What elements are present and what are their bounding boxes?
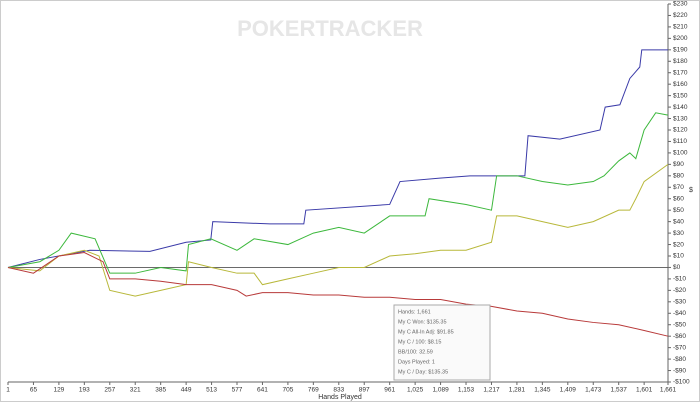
x-tick-label: 705 [282,387,293,394]
y-tick-label: $170 [673,69,688,76]
x-tick-label: 1 [6,387,10,394]
y-tick-label: $10 [673,253,684,260]
x-tick-label: 257 [104,387,115,394]
y-tick-label: $90 [673,161,684,168]
x-tick-label: 1,661 [660,387,677,394]
x-tick-label: 641 [257,387,268,394]
y-tick-label: $150 [673,92,688,99]
y-tick-label: $200 [673,35,688,42]
y-tick-label: -$20 [673,287,686,294]
y-tick-label: $110 [673,138,687,145]
tooltip-line: My C Won: $135.35 [398,319,447,325]
x-tick-label: 577 [232,387,243,394]
y-tick-label: -$60 [673,333,686,340]
x-tick-label: 385 [155,387,166,394]
y-tick-label: $120 [673,127,688,134]
x-tick-label: 1,089 [432,387,449,394]
y-tick-label: -$30 [673,299,686,306]
x-tick-label: 1,601 [636,387,653,394]
tooltip-line: Hands: 1,661 [398,309,431,315]
x-tick-label: 1,345 [534,387,551,394]
x-tick-label: 513 [206,387,217,394]
series-line [7,49,668,268]
x-tick-label: 1,217 [483,387,500,394]
y-tick-label: $80 [673,173,684,180]
x-tick-label: 129 [53,387,64,394]
x-tick-label: 1,153 [458,387,475,394]
y-tick-label: $140 [673,104,688,111]
y-tick-label: $220 [673,12,688,19]
x-axis-title: Hands Played [318,394,362,401]
y-tick-label: $30 [673,230,684,237]
y-tick-label: -$50 [673,321,686,328]
x-tick-label: 193 [79,387,90,394]
y-axis-title: $ [689,187,693,194]
tooltip-line: My C All-In Adj: $91.85 [398,329,454,335]
watermark: POKERTRACKER [237,16,423,41]
x-tick-label: 321 [130,387,141,394]
y-tick-label: -$80 [673,356,686,363]
y-tick-label: $130 [673,115,688,122]
y-tick-label: $50 [673,207,684,214]
tooltip-line: Days Played: 1 [398,359,435,365]
y-tick-label: -$10 [673,276,686,283]
y-tick-label: $210 [673,24,688,31]
series-line [7,252,669,337]
x-tick-label: 1,409 [560,387,577,394]
x-tick-label: 1,473 [585,387,602,394]
x-tick-label: 897 [359,387,370,394]
y-tick-label: -$100 [673,379,690,386]
y-tick-label: $0 [673,264,681,271]
y-tick-label: $60 [673,195,684,202]
y-tick-label: $40 [673,218,684,225]
tooltip-line: My C / 100: $8.15 [398,339,441,345]
x-tick-label: 449 [181,387,192,394]
y-tick-label: -$90 [673,367,686,374]
y-tick-label: $70 [673,184,684,191]
tooltip-line: BB/100: 32.59 [398,349,433,355]
x-tick-label: 833 [333,387,344,394]
y-tick-label: $100 [673,150,688,157]
tooltip-box [393,304,491,381]
x-tick-label: 65 [30,387,38,394]
y-tick-label: -$70 [673,344,686,351]
x-tick-label: 961 [384,387,395,394]
x-tick-label: 1,281 [509,387,526,394]
x-tick-label: 1,025 [407,387,424,394]
y-tick-label: $230 [673,1,688,8]
series-line [7,163,669,297]
y-tick-label: -$40 [673,310,686,317]
x-tick-label: 1,537 [611,387,628,394]
x-tick-label: 769 [308,387,319,394]
y-tick-label: $190 [673,47,688,54]
series-line [7,112,669,274]
tooltip-line: My C / Day: $135.35 [398,369,448,375]
y-tick-label: $180 [673,58,688,65]
y-tick-label: $160 [673,81,688,88]
y-tick-label: $20 [673,241,684,248]
